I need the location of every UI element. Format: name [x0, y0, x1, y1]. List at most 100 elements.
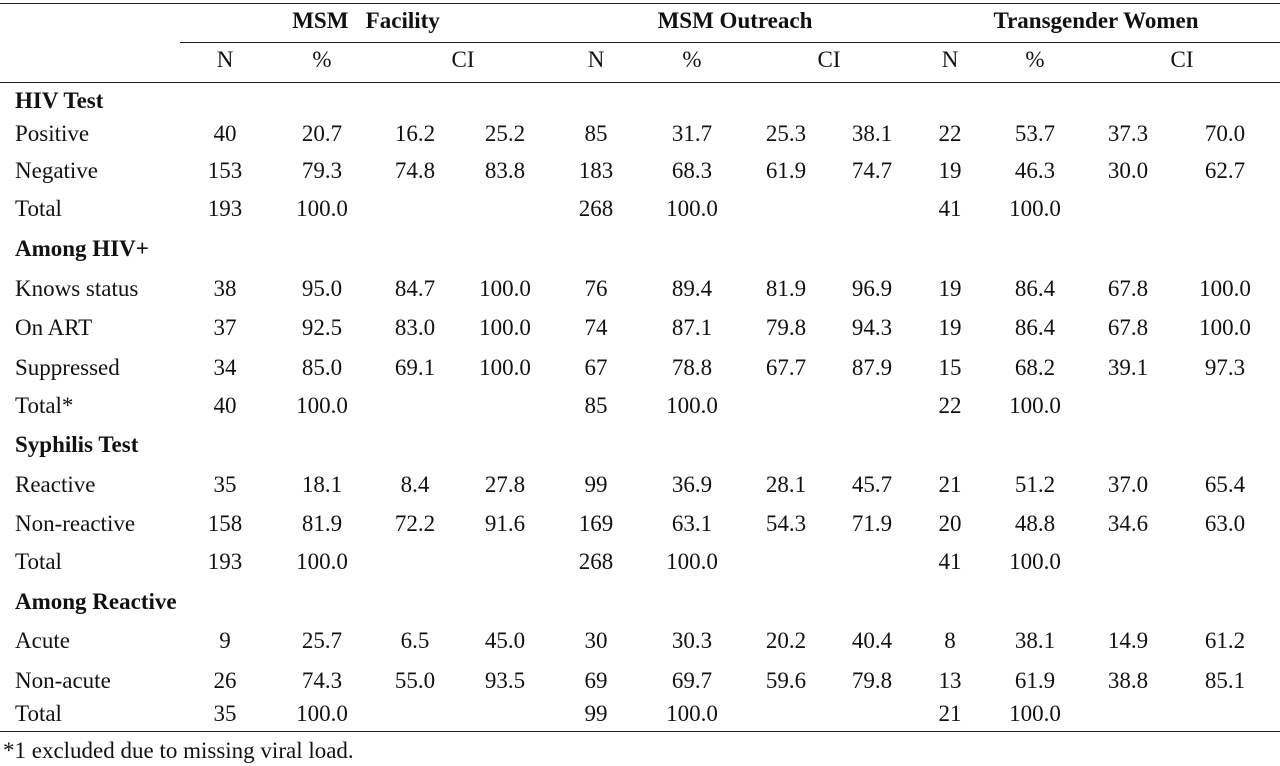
table-cell: 93.5 — [484, 668, 526, 693]
table-cell: 100.0 — [666, 701, 718, 726]
table-cell: 54.3 — [765, 511, 807, 536]
table-cell: 94.3 — [851, 315, 893, 340]
table-cell: 74.3 — [301, 668, 343, 693]
table-cell: 268 — [578, 549, 614, 574]
table-cell: 100.0 — [1009, 701, 1061, 726]
row-label: On ART — [15, 315, 93, 340]
table-cell: 59.6 — [765, 668, 807, 693]
section-title: HIV Test — [15, 88, 104, 113]
table-cell: 72.2 — [394, 511, 436, 536]
table-cell: 13 — [938, 668, 962, 693]
table-cell: 74.8 — [394, 158, 436, 183]
table-cell: 46.3 — [1014, 158, 1056, 183]
table-cell: 40.4 — [851, 628, 893, 653]
table-cell: 40 — [213, 121, 237, 146]
table-cell: 30.3 — [671, 628, 713, 653]
table-cell: 20 — [938, 511, 962, 536]
header-rule — [0, 82, 1280, 83]
table-cell: 100.0 — [1009, 393, 1061, 418]
table-cell: 38.8 — [1107, 668, 1149, 693]
table-cell: 91.6 — [484, 511, 526, 536]
row-label: Total — [15, 549, 62, 574]
table-cell: 153 — [207, 158, 243, 183]
table-cell: 31.7 — [671, 121, 713, 146]
table-cell: 169 — [578, 511, 614, 536]
table-cell: 71.9 — [851, 511, 893, 536]
column-subheader: % — [312, 47, 332, 72]
column-subheader: N — [216, 47, 234, 72]
table-cell: 85.1 — [1204, 668, 1246, 693]
table-cell: 83.0 — [394, 315, 436, 340]
table-cell: 35 — [213, 701, 237, 726]
table-cell: 27.8 — [484, 472, 526, 497]
table-cell: 21 — [938, 701, 962, 726]
table-cell: 100.0 — [296, 196, 348, 221]
table-cell: 67.8 — [1107, 315, 1149, 340]
table-cell: 14.9 — [1107, 628, 1149, 653]
table-cell: 81.9 — [301, 511, 343, 536]
table-cell: 100.0 — [666, 196, 718, 221]
table-cell: 37.3 — [1107, 121, 1149, 146]
row-label: Total — [15, 196, 62, 221]
table-cell: 100.0 — [479, 276, 531, 301]
bottom-rule — [0, 731, 1280, 732]
table-cell: 100.0 — [666, 549, 718, 574]
group-rule — [180, 42, 1280, 43]
table-cell: 48.8 — [1014, 511, 1056, 536]
column-subheader: % — [1025, 47, 1045, 72]
table-cell: 45.0 — [484, 628, 526, 653]
section-title: Among HIV+ — [15, 236, 149, 261]
column-subheader: % — [682, 47, 702, 72]
table-cell: 63.0 — [1204, 511, 1246, 536]
table-cell: 96.9 — [851, 276, 893, 301]
table-cell: 19 — [938, 276, 962, 301]
table-cell: 30.0 — [1107, 158, 1149, 183]
table-cell: 20.2 — [765, 628, 807, 653]
column-subheader: N — [587, 47, 605, 72]
row-label: Non-reactive — [15, 511, 136, 536]
table-cell: 193 — [207, 196, 243, 221]
table-cell: 38.1 — [851, 121, 893, 146]
table-cell: 79.8 — [765, 315, 807, 340]
table-cell: 87.9 — [851, 355, 893, 380]
table-cell: 100.0 — [296, 393, 348, 418]
table-cell: 38 — [213, 276, 237, 301]
footnote: *1 excluded due to missing viral load. — [3, 738, 354, 763]
table-cell: 8 — [944, 628, 956, 653]
table-cell: 6.5 — [400, 628, 430, 653]
row-label: Knows status — [15, 276, 139, 301]
table-cell: 92.5 — [301, 315, 343, 340]
row-label: Total — [15, 701, 62, 726]
table-cell: 100.0 — [479, 355, 531, 380]
table-cell: 70.0 — [1204, 121, 1246, 146]
table-cell: 100.0 — [1199, 315, 1251, 340]
table-cell: 86.4 — [1014, 276, 1056, 301]
table-cell: 100.0 — [296, 549, 348, 574]
table-cell: 95.0 — [301, 276, 343, 301]
table-cell: 100.0 — [1199, 276, 1251, 301]
table-cell: 85.0 — [301, 355, 343, 380]
table-cell: 39.1 — [1107, 355, 1149, 380]
row-label: Suppressed — [15, 355, 120, 380]
table-cell: 68.2 — [1014, 355, 1056, 380]
table-cell: 89.4 — [671, 276, 713, 301]
row-label: Negative — [15, 158, 99, 183]
row-label: Non-acute — [15, 668, 111, 693]
table-cell: 100.0 — [1009, 549, 1061, 574]
table-cell: 74 — [584, 315, 608, 340]
section-title: Syphilis Test — [15, 432, 139, 457]
table-cell: 45.7 — [851, 472, 893, 497]
table-cell: 67.8 — [1107, 276, 1149, 301]
table-cell: 37 — [213, 315, 237, 340]
row-label: Reactive — [15, 472, 96, 497]
table-cell: 100.0 — [1009, 196, 1061, 221]
table-cell: 19 — [938, 158, 962, 183]
table-cell: 22 — [938, 121, 962, 146]
table-cell: 268 — [578, 196, 614, 221]
table-cell: 100.0 — [479, 315, 531, 340]
table-cell: 55.0 — [394, 668, 436, 693]
table-cell: 25.2 — [484, 121, 526, 146]
table-cell: 40 — [213, 393, 237, 418]
table-cell: 20.7 — [301, 121, 343, 146]
table-cell: 18.1 — [301, 472, 343, 497]
